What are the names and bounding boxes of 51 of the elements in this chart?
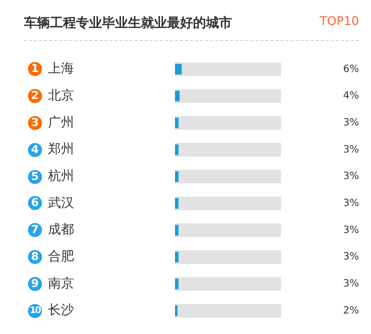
data-label: 3% [343,278,359,290]
number-badge: 10 [28,304,42,318]
bar [175,118,179,128]
y-tick-label: 郑州 [48,142,74,158]
y-tick-label: 杭州 [47,168,74,184]
data-label: 3% [343,171,359,182]
y-tick-label: 成都 [48,222,74,238]
bar [175,196,281,210]
number-badge: 9 [28,276,42,291]
chart-title: 车辆工程专业毕业生就业最好的城市 [24,14,232,32]
bar [175,62,281,76]
number-badge: 5 [28,170,42,184]
bar [175,304,281,318]
data-label: 2% [343,305,359,316]
data-label: 3% [343,117,359,128]
bar [175,89,281,103]
bar [175,278,179,290]
bar [175,144,179,156]
data-label: 6% [343,64,359,75]
bar [175,277,281,291]
y-tick-label: 北京 [48,88,74,104]
data-label: 3% [343,252,359,263]
y-tick-label: 上海 [48,62,74,77]
number-badge: 8 [28,250,42,264]
bar [175,224,179,236]
bar [175,223,281,238]
bar [175,90,180,102]
bar [175,116,281,130]
bar [175,198,179,209]
y-tick-label: 武汉 [48,196,74,211]
data-label: 3% [343,198,359,210]
bar [175,171,179,182]
number-badge: 1 [28,62,42,76]
data-label: 3% [343,224,359,236]
data-label: 4% [343,90,359,102]
bar [175,142,281,157]
number-badge: 6 [28,196,42,210]
y-tick-label: 广州 [48,115,74,130]
y-tick-label: 合肥 [48,249,74,264]
data-label: 3% [343,144,359,156]
y-tick-label: 南京 [48,276,74,292]
bar [175,170,281,184]
number-badge: 7 [28,223,42,238]
number-badge: 2 [28,89,42,104]
bar [175,64,182,75]
bar [175,252,179,262]
text: TOP10 [320,14,359,28]
number-badge: 4 [28,142,42,157]
y-tick-label: 长沙 [48,303,74,318]
number-badge: 3 [28,116,42,130]
bar [175,250,281,264]
